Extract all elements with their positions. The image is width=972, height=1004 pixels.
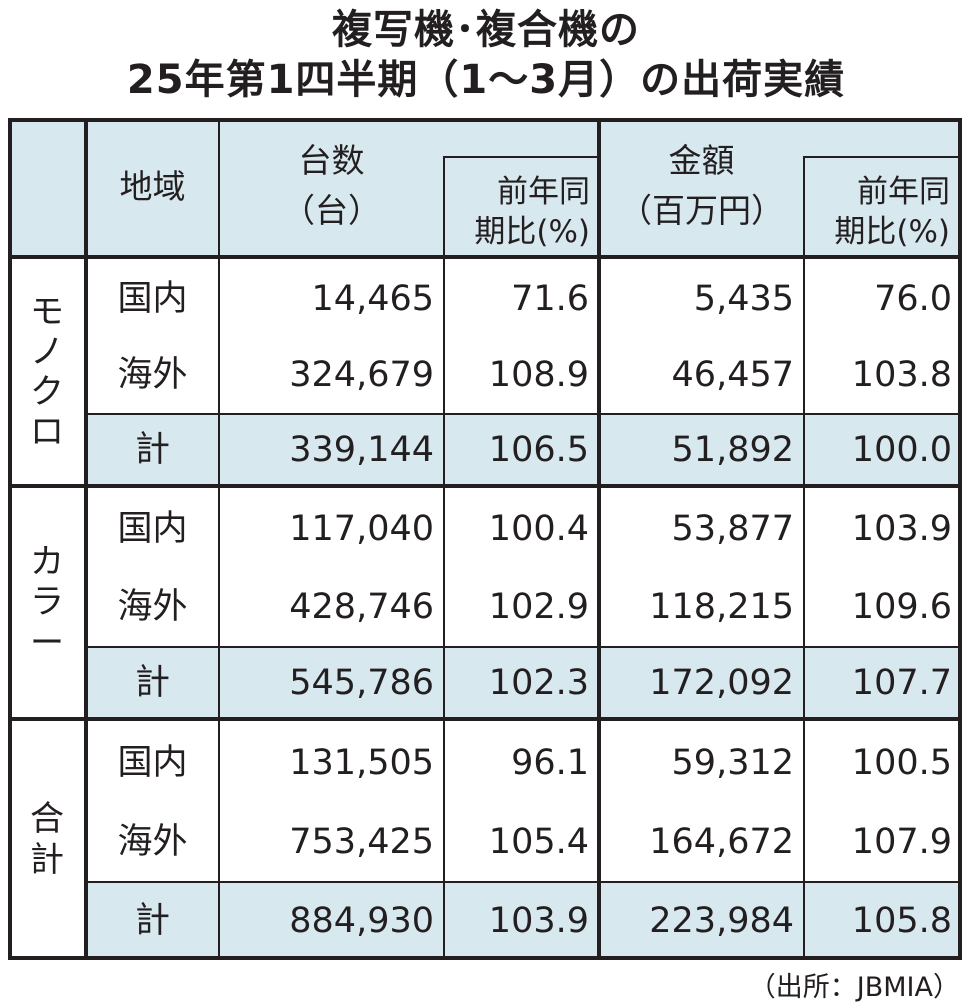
header-region: 地域 [119,167,186,206]
page-title-line2: 25年第1四半期（1〜3月）の出荷実績 [126,57,846,103]
cell-amount-yoy: 109.6 [851,587,952,627]
cell-amount: 118,215 [649,587,794,627]
header-bg-right [599,118,962,258]
cell-units: 324,679 [289,355,434,395]
group-label-char: ロ [30,412,64,453]
cell-amount-yoy: 100.0 [851,429,952,470]
cell-amount: 46,457 [671,355,794,395]
header-amount-yoy-line1: 前年同 [857,174,950,210]
subtotal-bg-color [86,647,962,719]
group-label-mono: モ ノ ク ロ [8,258,86,486]
header-bg-left [8,118,599,258]
cell-amount-yoy: 103.9 [851,508,952,549]
cell-units-yoy: 102.3 [488,662,589,703]
cell-amount-yoy: 76.0 [874,278,952,319]
cell-region: 計 [134,900,170,941]
cell-amount: 59,312 [671,742,794,783]
cell-amount: 5,435 [693,278,794,319]
border-right [958,118,962,960]
subtotal-bg-total [86,882,962,960]
cell-amount-yoy: 103.8 [851,355,952,395]
border-top [8,118,962,122]
page-title-line1: 複写機･複合機の [332,7,640,53]
cell-amount: 223,984 [649,900,794,941]
vline-units-yoy [443,156,445,960]
subtotal-line-mono [86,413,962,415]
cell-amount-yoy: 100.5 [851,742,952,783]
header-units-yoy-line2: 期比(%) [474,214,590,250]
cell-units-yoy: 108.9 [488,355,589,395]
header-yoy-line-units [443,156,599,158]
cell-units: 339,144 [289,429,434,470]
header-units-line2: （台） [282,191,381,230]
cell-amount: 172,092 [649,662,794,703]
cell-units: 753,425 [289,822,434,862]
header-units-yoy-line1: 前年同 [497,174,590,210]
cell-units: 14,465 [311,278,434,319]
cell-region: 国内 [117,278,188,319]
cell-region: 海外 [117,587,188,627]
cell-region: 海外 [117,355,188,395]
cell-units-yoy: 106.5 [488,429,589,470]
cell-region: 国内 [117,742,188,783]
cell-units: 884,930 [289,900,434,941]
cell-amount-yoy: 105.8 [851,900,952,941]
cell-region: 海外 [117,822,188,862]
cell-region: 国内 [117,508,188,549]
group-label-char: ラ [30,582,64,623]
subtotal-line-color [86,646,962,648]
group-separator-2 [8,717,962,721]
cell-units-yoy: 96.1 [511,742,589,783]
group-label-char: ー [30,622,64,663]
cell-units-yoy: 100.4 [488,508,589,549]
group-label-char: ノ [30,331,64,372]
border-bottom [8,956,962,960]
cell-units: 131,505 [289,742,434,783]
cell-units-yoy: 102.9 [488,587,589,627]
shipment-table: 地域 台数 （台） 前年同 期比(%) 金額 （百万円） 前年同 期比(%) モ… [8,118,962,960]
vline-amount-yoy [803,156,805,960]
cell-region: 計 [134,662,170,703]
header-amount-line1: 金額 [668,141,735,180]
cell-units: 117,040 [289,508,434,549]
group-label-char: 計 [30,839,64,880]
cell-units-yoy: 71.6 [511,278,589,319]
cell-units: 545,786 [289,662,434,703]
group-label-char: カ [30,542,64,583]
subtotal-bg-mono [86,414,962,486]
subtotal-line-total [86,881,962,883]
header-amount-line2: （百万円） [619,191,784,230]
cell-amount: 53,877 [671,508,794,549]
vline-group-region [84,118,88,960]
vline-units-amount [597,118,601,960]
header-units-line1: 台数 [298,141,365,180]
cell-amount: 51,892 [671,429,794,470]
group-label-char: 合 [30,799,64,840]
cell-region: 計 [134,429,170,470]
border-left [8,118,12,960]
cell-amount-yoy: 107.7 [851,662,952,703]
cell-units: 428,746 [289,587,434,627]
vline-region-units [218,118,220,960]
group-label-char: モ [30,291,64,332]
group-label-char: ク [30,372,64,412]
cell-amount-yoy: 107.9 [851,822,952,862]
cell-units-yoy: 105.4 [488,822,589,862]
header-yoy-line-amount [803,156,962,158]
source-note: （出所：JBMIA） [748,972,960,1003]
cell-amount: 164,672 [649,822,794,862]
header-amount-yoy-line2: 期比(%) [834,214,950,250]
group-separator-1 [8,484,962,488]
header-separator [8,255,962,259]
group-label-color: カ ラ ー [8,486,86,719]
group-label-total: 合 計 [8,719,86,960]
cell-units-yoy: 103.9 [488,900,589,941]
